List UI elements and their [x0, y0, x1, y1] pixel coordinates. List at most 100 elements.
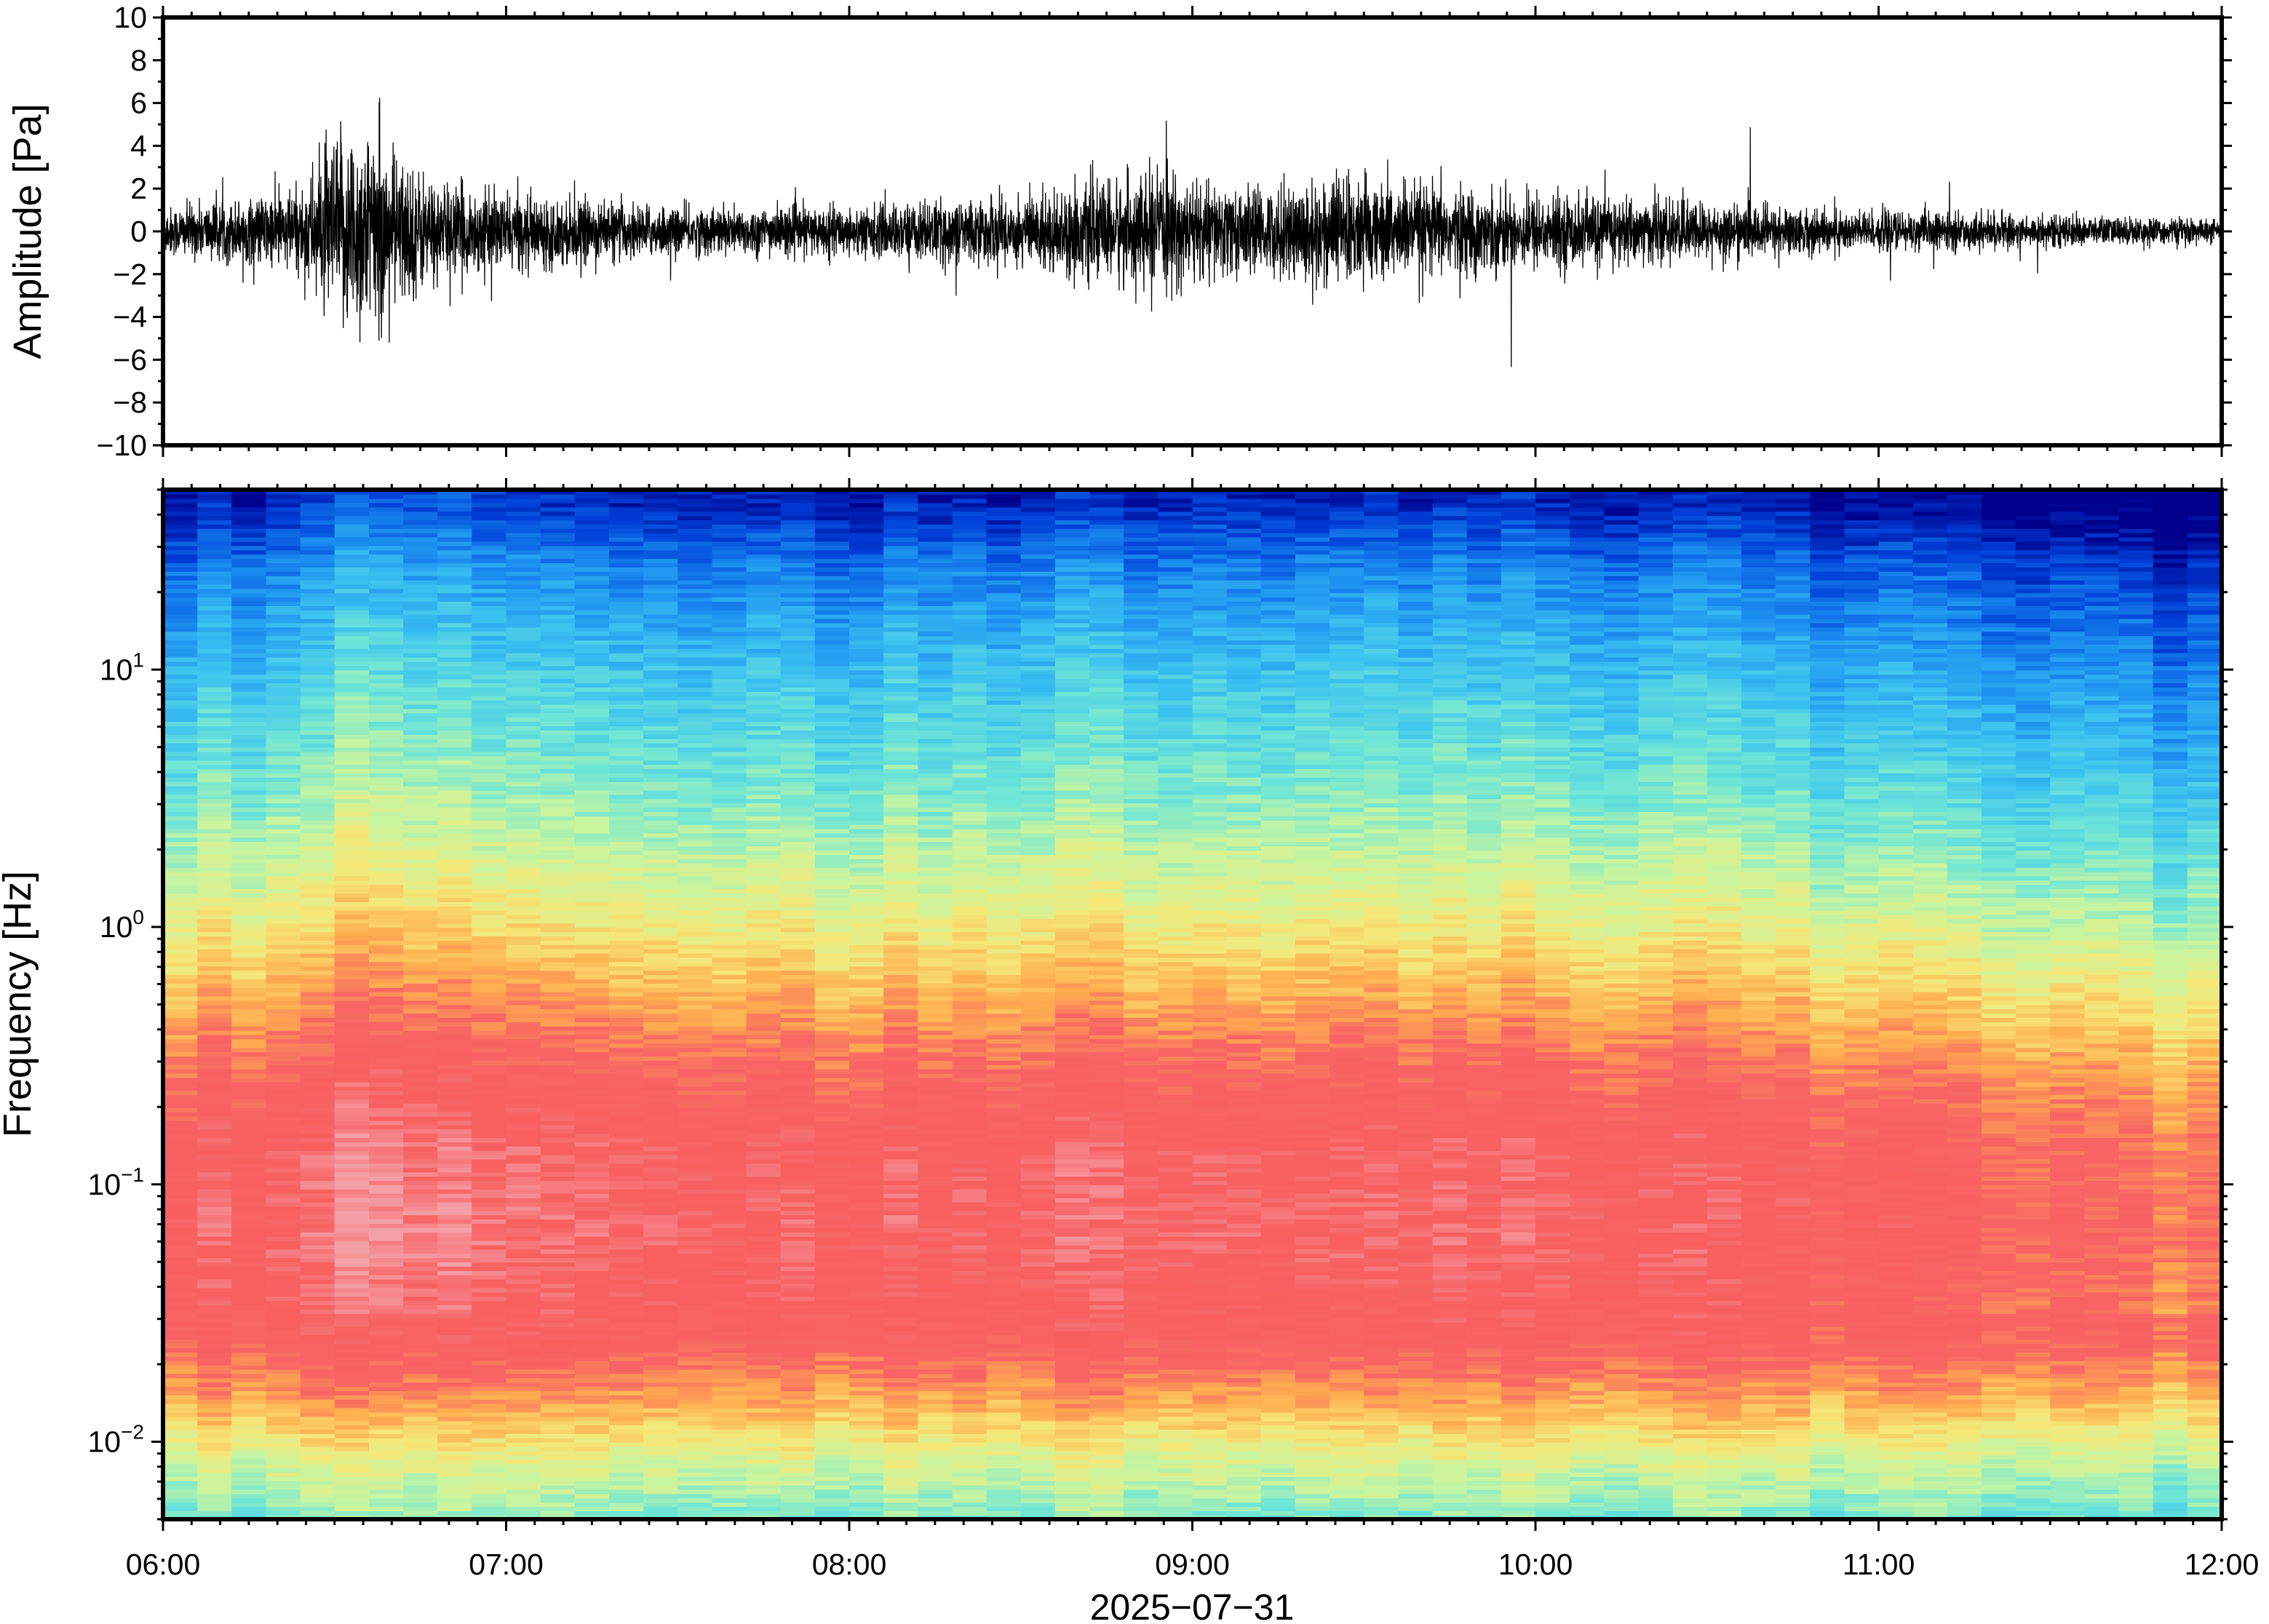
- spectrogram-cell: [746, 704, 782, 709]
- spectrogram-cell: [506, 515, 541, 521]
- spectrogram-cell: [506, 785, 541, 791]
- spectrogram-cell: [163, 515, 198, 521]
- spectrogram-cell: [334, 747, 370, 752]
- spectrogram-cell: [472, 1120, 507, 1126]
- spectrogram-cell: [403, 1013, 438, 1018]
- spectrogram-cell: [300, 901, 335, 907]
- spectrogram-cell: [712, 789, 747, 795]
- spectrogram-cell: [403, 1339, 438, 1345]
- spectrogram-cell: [266, 970, 301, 976]
- spectrogram-cell: [574, 824, 610, 829]
- spectrogram-cell: [746, 588, 782, 594]
- spectrogram-cell: [574, 845, 610, 851]
- spectrogram-cell: [197, 562, 233, 568]
- spectrogram-cell: [437, 1077, 473, 1083]
- spectrogram-cell: [540, 1201, 576, 1207]
- spectrogram-cell: [334, 648, 370, 653]
- spectrogram-cell: [403, 1313, 438, 1318]
- spectrogram-cell: [472, 1497, 507, 1503]
- waveform-frame: [161, 15, 2224, 447]
- spectrogram-cell: [608, 944, 644, 950]
- spectrogram-cell: [368, 1000, 404, 1006]
- spectrogram-cell: [506, 974, 541, 979]
- spectrogram-cell: [506, 1000, 541, 1006]
- spectrogram-cell: [780, 631, 816, 637]
- spectrogram-cell: [814, 1450, 850, 1456]
- spectrogram-cell: [814, 1030, 850, 1035]
- spectrogram-cell: [608, 764, 644, 770]
- spectrogram-cell: [677, 1497, 713, 1503]
- spectrogram-cell: [677, 1111, 713, 1117]
- spectrogram-cell: [712, 1257, 747, 1263]
- spectrogram-cell: [368, 520, 404, 525]
- spectrogram-cell: [472, 687, 507, 692]
- spectrogram-cell: [197, 940, 233, 945]
- spectrogram-cell: [163, 597, 198, 602]
- spectrogram-cell: [780, 1227, 816, 1233]
- spectrogram-cell: [712, 1300, 747, 1306]
- spectrogram-cell: [677, 897, 713, 902]
- spectrogram-cell: [780, 798, 816, 804]
- spectrogram-cell: [300, 979, 335, 984]
- spectrogram-cell: [266, 738, 301, 744]
- spectrogram-cell: [643, 1176, 679, 1182]
- spectrogram-cell: [300, 957, 335, 963]
- spectrogram-cell: [300, 819, 335, 825]
- spectrogram-cell: [197, 687, 233, 692]
- spectrogram-cell: [506, 1072, 541, 1078]
- spectrogram-cell: [540, 1180, 576, 1185]
- spectrogram-cell: [368, 824, 404, 829]
- spectrogram-cell: [677, 974, 713, 979]
- spectrogram-cell: [712, 1206, 747, 1211]
- spectrogram-cell: [266, 1425, 301, 1430]
- spectrogram-cell: [712, 549, 747, 555]
- spectrogram-cell: [231, 708, 267, 714]
- spectrogram-cell: [814, 1197, 850, 1203]
- spectrogram-cell: [403, 1201, 438, 1207]
- spectrogram-cell: [163, 1022, 198, 1027]
- spectrogram-cell: [163, 626, 198, 632]
- spectrogram-cell: [540, 644, 576, 649]
- spectrogram-cell: [746, 1377, 782, 1383]
- spectrogram-cell: [746, 781, 782, 787]
- spectrogram-cell: [472, 803, 507, 808]
- spectrogram-cell: [677, 536, 713, 542]
- spectrogram-cell: [266, 554, 301, 560]
- spectrogram-cell: [266, 961, 301, 967]
- spectrogram-cell: [368, 867, 404, 872]
- spectrogram-cell: [540, 1326, 576, 1332]
- spectrogram-cell: [506, 1214, 541, 1220]
- spectrogram-cell: [197, 1146, 233, 1151]
- spectrogram-cell: [608, 1429, 644, 1434]
- spectrogram-cell: [472, 948, 507, 954]
- spectrogram-cell: [437, 837, 473, 843]
- spectrogram-cell: [163, 940, 198, 945]
- spectrogram-cell: [266, 884, 301, 890]
- spectrogram-cell: [197, 773, 233, 778]
- spectrogram-cell: [266, 862, 301, 868]
- spectrogram-cell: [334, 1476, 370, 1481]
- spectrogram-cell: [472, 575, 507, 581]
- spectrogram-cell: [780, 1176, 816, 1182]
- spectrogram-cell: [334, 862, 370, 868]
- spectrogram-cell: [163, 819, 198, 825]
- spectrogram-cell: [643, 893, 679, 898]
- spectrogram-cell: [643, 1137, 679, 1142]
- spectrogram-cell: [472, 708, 507, 714]
- spectrogram-cell: [231, 1278, 267, 1284]
- spectrogram-cell: [780, 622, 816, 628]
- spectrogram-cell: [197, 1454, 233, 1460]
- spectrogram-cell: [368, 1064, 404, 1070]
- spectrogram-cell: [506, 541, 541, 546]
- spectrogram-cell: [163, 1253, 198, 1259]
- waveform-trace: [163, 97, 2222, 367]
- spectrogram-cell: [712, 1489, 747, 1494]
- spectrogram-cell: [231, 648, 267, 653]
- spectrogram-cell: [814, 1129, 850, 1134]
- spectrogram-cell: [437, 554, 473, 560]
- spectrogram-cell: [506, 498, 541, 503]
- spectrogram-cell: [334, 1313, 370, 1318]
- spectrogram-cell: [197, 1038, 233, 1044]
- spectrogram-cell: [540, 995, 576, 1001]
- spectrogram-cell: [231, 1390, 267, 1396]
